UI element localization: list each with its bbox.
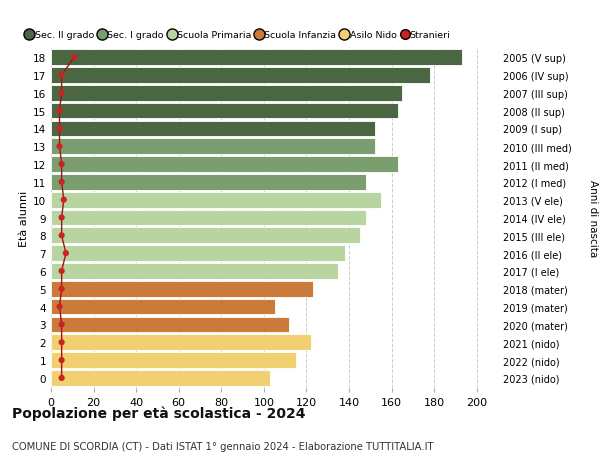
Point <box>55 108 64 115</box>
Point <box>55 303 64 311</box>
Bar <box>51 103 398 119</box>
Bar <box>51 281 313 297</box>
Bar <box>51 174 366 190</box>
Point <box>57 214 67 222</box>
Point <box>61 250 71 257</box>
Bar <box>51 86 402 101</box>
Bar <box>51 157 398 173</box>
Point <box>57 321 67 328</box>
Text: Popolazione per età scolastica - 2024: Popolazione per età scolastica - 2024 <box>12 405 305 420</box>
Point <box>57 72 67 79</box>
Bar <box>51 121 374 137</box>
Bar <box>51 263 338 279</box>
Point <box>57 375 67 382</box>
Point <box>57 179 67 186</box>
Bar <box>51 246 345 262</box>
Bar <box>51 192 381 208</box>
Point <box>57 232 67 240</box>
Y-axis label: Anni di nascita: Anni di nascita <box>588 179 598 257</box>
Bar <box>51 228 359 244</box>
Point <box>57 161 67 168</box>
Point <box>57 90 67 97</box>
Bar <box>51 210 366 226</box>
Y-axis label: Età alunni: Età alunni <box>19 190 29 246</box>
Bar <box>51 317 289 333</box>
Bar <box>51 335 311 350</box>
Point <box>57 339 67 346</box>
Point <box>59 196 68 204</box>
Bar <box>51 370 270 386</box>
Legend: Sec. II grado, Sec. I grado, Scuola Primaria, Scuola Infanzia, Asilo Nido, Stran: Sec. II grado, Sec. I grado, Scuola Prim… <box>27 31 451 40</box>
Point <box>57 268 67 275</box>
Bar <box>51 68 430 84</box>
Point <box>55 143 64 151</box>
Bar <box>51 299 275 315</box>
Text: COMUNE DI SCORDIA (CT) - Dati ISTAT 1° gennaio 2024 - Elaborazione TUTTITALIA.IT: COMUNE DI SCORDIA (CT) - Dati ISTAT 1° g… <box>12 441 433 451</box>
Point <box>57 357 67 364</box>
Point <box>57 285 67 293</box>
Point <box>55 125 64 133</box>
Bar <box>51 50 462 66</box>
Bar <box>51 139 374 155</box>
Bar <box>51 353 296 368</box>
Point <box>70 54 79 62</box>
